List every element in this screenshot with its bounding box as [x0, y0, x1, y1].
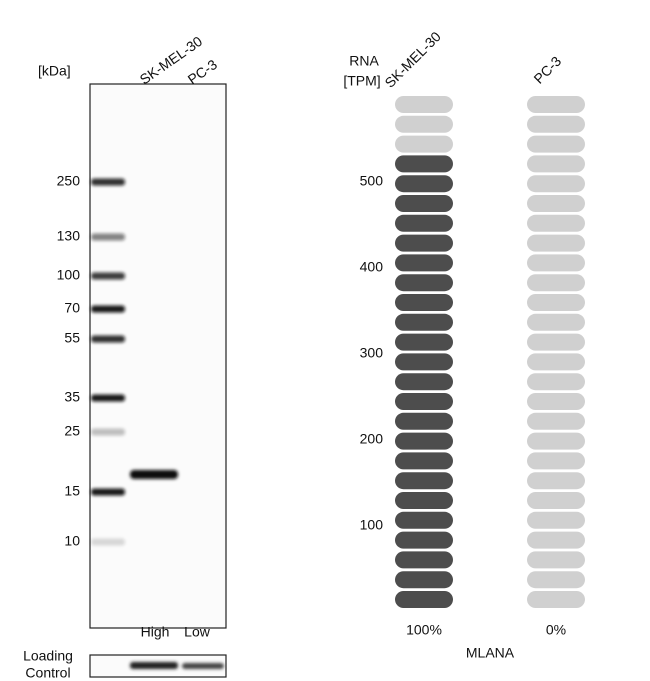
rna-pill — [395, 571, 453, 589]
loading-label: Control — [25, 665, 70, 681]
marker-label: 15 — [64, 483, 80, 499]
marker-label: 100 — [57, 267, 81, 283]
rna-pill — [395, 432, 453, 450]
rna-pill — [395, 135, 453, 153]
rna-pill — [527, 353, 585, 371]
rna-pill — [395, 115, 453, 133]
rna-pill — [527, 432, 585, 450]
loading-band — [182, 663, 224, 669]
rna-pill — [395, 511, 453, 529]
rna-pill — [527, 195, 585, 212]
marker-label: 70 — [64, 300, 80, 316]
rna-pill — [527, 214, 585, 232]
marker-label: 35 — [64, 389, 80, 405]
rna-pill — [527, 234, 585, 252]
rna-pill — [527, 571, 585, 589]
rna-pill — [527, 412, 585, 430]
rna-pill — [527, 511, 585, 529]
rna-tick-label: 500 — [360, 173, 384, 189]
marker-label: 55 — [64, 330, 80, 346]
rna-pill — [527, 591, 585, 608]
rna-pill — [395, 472, 453, 490]
rna-pill — [527, 492, 585, 509]
rna-pill — [527, 115, 585, 133]
rna-pill — [395, 155, 453, 173]
rna-pill — [527, 472, 585, 490]
marker-label: 25 — [64, 423, 80, 439]
rna-pill — [395, 373, 453, 391]
rna-pill — [527, 175, 585, 193]
rna-pill — [395, 591, 453, 608]
rna-pill — [527, 373, 585, 391]
loading-label: Loading — [23, 648, 73, 664]
rna-pill — [395, 313, 453, 331]
rna-percent: 100% — [406, 622, 442, 638]
rna-pill — [527, 274, 585, 292]
rna-tick-label: 100 — [360, 517, 384, 533]
marker-band — [91, 428, 125, 436]
rna-pill — [527, 135, 585, 153]
loading-band — [130, 662, 178, 669]
sample-band — [130, 470, 178, 479]
rna-pill — [527, 96, 585, 113]
rna-pill — [395, 175, 453, 193]
rna-sample-label: PC-3 — [530, 53, 564, 87]
marker-label: 10 — [64, 533, 80, 549]
marker-band — [91, 538, 125, 546]
lane-level: Low — [184, 624, 211, 640]
marker-band — [91, 335, 125, 343]
blot-frame — [89, 83, 227, 629]
rna-pill — [395, 492, 453, 509]
marker-band — [91, 305, 125, 313]
marker-label: 130 — [57, 228, 81, 244]
rna-pill — [395, 452, 453, 470]
rna-pill — [527, 333, 585, 351]
marker-band — [91, 233, 125, 241]
marker-band — [91, 488, 125, 496]
rna-pill — [395, 294, 453, 311]
gene-name: MLANA — [466, 645, 515, 661]
rna-pill — [527, 294, 585, 311]
rna-pill — [395, 214, 453, 232]
marker-band — [91, 272, 125, 280]
rna-tick-label: 400 — [360, 259, 384, 275]
rna-pill — [395, 234, 453, 252]
kda-label: [kDa] — [38, 63, 71, 79]
rna-pill — [395, 195, 453, 212]
marker-band — [91, 394, 125, 402]
rna-axis-title: RNA — [349, 53, 379, 69]
rna-pill — [527, 313, 585, 331]
rna-pill — [395, 531, 453, 549]
rna-pill — [527, 452, 585, 470]
rna-axis-title: [TPM] — [343, 73, 380, 89]
rna-pill — [395, 393, 453, 410]
rna-pill — [395, 353, 453, 371]
rna-pill — [527, 254, 585, 272]
rna-pill — [395, 412, 453, 430]
rna-sample-label: SK-MEL-30 — [381, 28, 444, 91]
rna-tick-label: 200 — [360, 431, 384, 447]
rna-pill — [527, 551, 585, 569]
lane-label: PC-3 — [185, 56, 220, 88]
rna-pill — [395, 333, 453, 351]
rna-percent: 0% — [546, 622, 566, 638]
rna-pill — [395, 274, 453, 292]
rna-pill — [527, 531, 585, 549]
rna-pill — [527, 393, 585, 410]
rna-tick-label: 300 — [360, 345, 384, 361]
rna-pill — [395, 254, 453, 272]
rna-pill — [395, 551, 453, 569]
rna-pill — [395, 96, 453, 113]
marker-band — [91, 178, 125, 186]
lane-level: High — [141, 624, 170, 640]
rna-pill — [527, 155, 585, 173]
marker-label: 250 — [57, 173, 81, 189]
